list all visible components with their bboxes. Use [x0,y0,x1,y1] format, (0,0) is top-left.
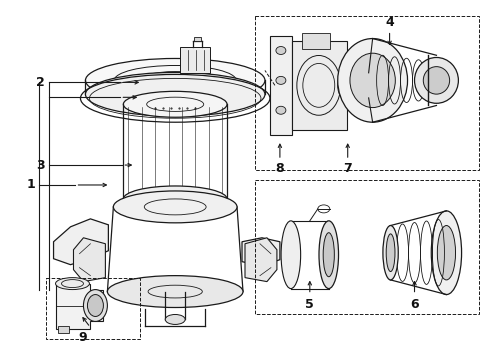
Bar [57,327,70,333]
Text: 8: 8 [275,162,284,175]
Polygon shape [242,238,280,266]
Text: 6: 6 [410,298,419,311]
Ellipse shape [113,191,237,223]
Polygon shape [180,46,210,73]
Ellipse shape [165,315,185,324]
Ellipse shape [85,72,265,116]
Ellipse shape [55,278,90,289]
Text: 2: 2 [36,76,45,89]
Ellipse shape [386,234,395,271]
Ellipse shape [85,58,265,102]
Ellipse shape [123,91,227,117]
Ellipse shape [276,76,286,84]
Bar [255,180,479,315]
Ellipse shape [319,221,339,289]
Ellipse shape [350,53,395,108]
Ellipse shape [338,39,408,122]
Ellipse shape [281,221,301,289]
Ellipse shape [107,276,243,307]
Ellipse shape [383,225,398,280]
Text: 3: 3 [36,158,45,172]
Text: 9: 9 [78,331,87,344]
Text: 5: 5 [305,298,314,311]
Ellipse shape [87,294,103,316]
Ellipse shape [276,46,286,54]
Ellipse shape [415,58,458,103]
Text: 7: 7 [343,162,352,175]
Bar [255,15,479,170]
Ellipse shape [323,233,334,277]
Polygon shape [245,238,277,282]
Polygon shape [194,37,201,41]
Ellipse shape [423,67,450,94]
Ellipse shape [276,106,286,114]
Bar [292,41,347,130]
Ellipse shape [431,211,462,294]
Text: 1: 1 [26,179,35,192]
Polygon shape [55,284,103,329]
Polygon shape [53,219,108,265]
Polygon shape [74,238,105,282]
Text: 4: 4 [385,16,394,29]
Ellipse shape [123,186,227,212]
Bar [302,32,330,49]
Ellipse shape [438,225,456,280]
Bar [270,36,292,135]
Bar [46,278,140,339]
Ellipse shape [83,289,107,321]
Ellipse shape [338,67,366,103]
